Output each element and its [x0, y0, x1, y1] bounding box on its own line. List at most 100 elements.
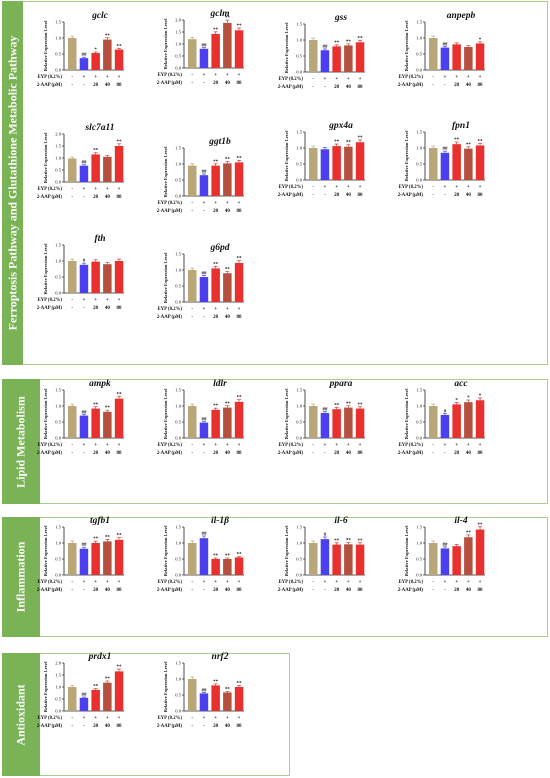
chart-11-bar-4 [234, 401, 244, 438]
chart-4-row1-4: + [118, 187, 121, 192]
chart-4-row2-2: 20 [93, 195, 99, 200]
chart-5-mark-1: ## [201, 170, 207, 175]
chart-19-mark-3: ** [225, 687, 231, 692]
chart-18-mark-1: ## [81, 693, 87, 698]
chart-15-row1-0: - [191, 580, 193, 585]
chart-0-row1-label: EYP (0.2%) [37, 75, 62, 80]
chart-12-bar-3 [344, 407, 353, 438]
chart-13-bar-4 [475, 400, 485, 438]
chart-8-tick-label-1: 0.5 [55, 275, 61, 280]
chart-0-tick-label-3: 1.5 [55, 20, 61, 25]
chart-18-mark-4: ** [117, 665, 123, 670]
chart-12-row1-label: EYP (0.2%) [278, 443, 303, 448]
chart-15-ylabel: Relative Expression Level [163, 525, 168, 576]
chart-16-row1-1: + [324, 580, 327, 585]
chart-1-row1-4: + [238, 73, 241, 78]
chart-14-row2-0: - [71, 588, 73, 593]
chart-15-row2-3: 40 [225, 588, 231, 593]
chart-11-mark-4: ** [237, 396, 243, 401]
chart-3-row1-3: + [467, 75, 470, 80]
chart-13-bar-2 [452, 404, 461, 438]
chart-1-row1-0: - [191, 73, 193, 78]
chart-12-bar-2 [332, 409, 341, 438]
chart-8-title: fth [94, 234, 105, 244]
chart-17-tick-label-0: 0.0 [416, 573, 422, 578]
chart-11-row2-1: - [203, 451, 205, 456]
chart-1-row1-3: + [226, 73, 229, 78]
chart-16-mark-2: ** [334, 539, 340, 544]
chart-14-row1-3: + [106, 580, 109, 585]
chart-6-tick-label-1: 0.5 [296, 162, 302, 167]
chart-17-row2-2: 20 [454, 588, 460, 593]
chart-2-row1-3: + [347, 77, 350, 82]
chart-5-row1-label: EYP (0.2%) [157, 201, 182, 206]
chart-0-row2-2: 20 [93, 83, 99, 88]
chart-3-title: anpepb [447, 11, 476, 21]
chart-19-mark-2: ** [213, 680, 219, 685]
chart-15-row1-1: + [203, 580, 206, 585]
chart-4-row2-0: - [71, 195, 73, 200]
chart-1-row1-label: EYP (0.2%) [157, 73, 182, 78]
chart-2-row2-4: 80 [358, 85, 364, 90]
chart-8-ylabel: Relative Expression Level [43, 243, 48, 294]
chart-19-tick-label-3: 1.5 [175, 661, 181, 666]
chart-13-tick-label-0: 0.0 [416, 436, 422, 441]
chart-15-row1-2: + [214, 580, 217, 585]
chart-11-row2-0: - [191, 451, 193, 456]
chart-17-row2-4: 80 [478, 588, 484, 593]
chart-8-row1-0: - [71, 298, 73, 303]
chart-18-bar-3 [103, 682, 112, 711]
chart-18-ylabel: Relative Expression Level [43, 661, 48, 712]
chart-7-tick-label-0: 0.0 [416, 178, 422, 183]
chart-14-row2-3: 40 [105, 588, 111, 593]
chart-18-row1-3: + [106, 716, 109, 721]
chart-17-tick-label-2: 1.0 [416, 541, 422, 546]
chart-13-tick-label-1: 0.5 [416, 420, 422, 425]
chart-0-mark-2: * [94, 48, 97, 53]
chart-14-bar-0 [68, 543, 77, 575]
chart-16-bar-3 [344, 544, 353, 575]
chart-5-tick-label-3: 1.5 [175, 146, 181, 151]
chart-8-row2-2: 20 [93, 306, 99, 311]
chart-18-mark-3: ** [105, 677, 111, 682]
chart-3-bar-0 [429, 38, 438, 70]
chart-11-row1-4: + [238, 443, 241, 448]
chart-3-row1-2: + [455, 75, 458, 80]
chart-12-mark-2: ** [334, 403, 340, 408]
chart-3-mark-4: * [479, 38, 482, 43]
chart-7-row1-label: EYP (0.2%) [398, 185, 423, 190]
chart-5-row1-2: + [214, 201, 217, 206]
chart-13-row1-1: + [444, 443, 447, 448]
chart-2-row2-2: 20 [334, 85, 340, 90]
chart-4-mark-1: ## [81, 161, 87, 166]
chart-11-bar-1 [199, 422, 209, 438]
chart-3-row1-label: EYP (0.2%) [398, 75, 423, 80]
chart-0-row2-1: - [83, 83, 85, 88]
chart-7-bar-3 [464, 148, 473, 180]
chart-16-tick-label-0: 0.0 [296, 573, 302, 578]
chart-19-row2-3: 40 [225, 724, 231, 729]
chart-0-row1-2: + [94, 75, 97, 80]
chart-14-row2-2: 20 [93, 588, 99, 593]
chart-2-mark-1: ## [322, 45, 328, 50]
chart-7-row1-3: + [467, 185, 470, 190]
chart-12-bar-4 [355, 408, 365, 438]
chart-6-row1-2: + [335, 185, 338, 190]
chart-18-tick-label-4: 2.0 [55, 661, 61, 666]
chart-8-row1-3: + [106, 298, 109, 303]
chart-1-bar-0 [188, 39, 197, 68]
chart-3-bar-3 [464, 46, 473, 70]
chart-13-tick-label-3: 1.5 [416, 388, 422, 393]
chart-18-row2-2: 20 [93, 724, 99, 729]
chart-0-mark-4: ** [117, 44, 123, 49]
chart-19-mark-4: ** [237, 682, 243, 687]
chart-3-mark-1: ## [442, 42, 448, 47]
chart-6-row1-4: + [359, 185, 362, 190]
chart-8-row1-1: + [83, 298, 86, 303]
chart-5-row1-1: + [203, 201, 206, 206]
chart-4-ylabel: Relative Expression Level [43, 132, 48, 183]
chart-15-row2-label: 2-AAP (μM) [157, 588, 183, 593]
chart-5-row2-0: - [191, 209, 193, 214]
chart-10-mark-4: ** [117, 392, 123, 397]
